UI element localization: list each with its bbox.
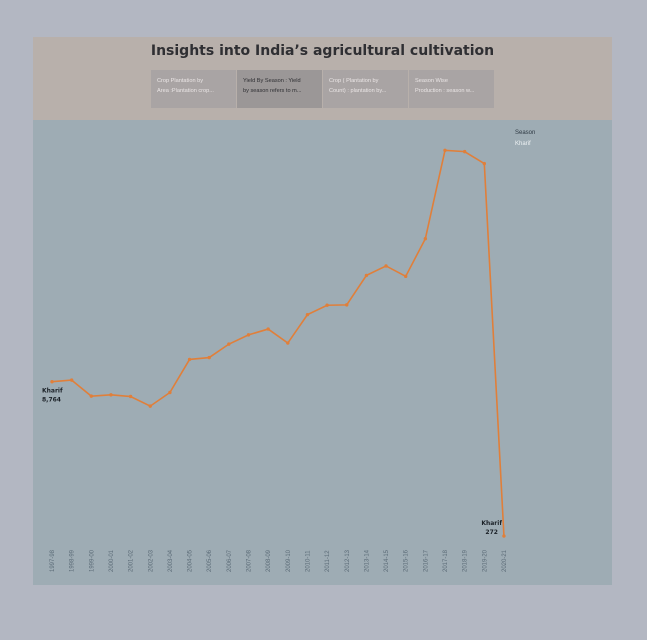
x-tick-label: 1997-98: [50, 549, 56, 572]
x-tick-label: 2001-02: [129, 549, 135, 572]
data-point-2020-21[interactable]: [502, 534, 506, 538]
x-tick-label: 2010-11: [305, 550, 311, 572]
annotation-series-label: Kharif: [42, 388, 63, 395]
legend: Season Kharif: [515, 128, 535, 150]
series-line-kharif[interactable]: [51, 149, 505, 537]
x-tick-label: 2007-08: [247, 549, 253, 572]
data-point-2003-04[interactable]: [168, 390, 172, 395]
data-point-2008-09[interactable]: [266, 327, 270, 331]
x-tick-label: 2012-13: [345, 549, 351, 572]
x-tick-label: 2013-14: [364, 549, 370, 572]
data-point-2015-16[interactable]: [404, 274, 408, 279]
yield-line-chart: 1997-98 1998-99 1999-00 2000-01 2001-02 2002-…: [42, 148, 508, 572]
legend-item-kharif[interactable]: Kharif: [515, 141, 531, 147]
x-tick-label: 2014-15: [384, 549, 390, 572]
data-point-2005-06[interactable]: [207, 355, 211, 360]
data-point-1997-98[interactable]: [50, 379, 54, 384]
data-point-2007-08[interactable]: [246, 333, 251, 337]
data-point-2019-20[interactable]: [482, 161, 486, 166]
tab-yield-by-season[interactable]: Yield By Season : Yield by season refers…: [237, 70, 323, 108]
annotation-series-label: Kharif: [481, 520, 502, 527]
data-point-1999-00[interactable]: [89, 394, 93, 398]
x-tick-label: 2000-01: [109, 549, 115, 572]
data-point-1998-99[interactable]: [69, 378, 74, 382]
data-point-2009-10[interactable]: [286, 341, 290, 345]
data-point-2013-14[interactable]: [364, 273, 369, 278]
x-tick-label: 2005-06: [207, 549, 213, 572]
data-point-2000-01[interactable]: [109, 393, 113, 397]
annotation-value-label: 8,764: [42, 397, 61, 404]
dashboard: Insights into India’s agricultural culti…: [33, 37, 612, 585]
x-tick-label: 2017-18: [443, 549, 449, 572]
tab-label-line1: Crop Plantation by: [157, 78, 204, 84]
tab-label-line2: Area :Plantation crop...: [157, 88, 214, 94]
data-point-2010-11[interactable]: [305, 312, 310, 317]
x-tick-label: 1998-99: [70, 549, 76, 572]
tab-label-line1: Crop ( Plantation by: [329, 78, 379, 84]
data-point-2017-18[interactable]: [443, 148, 447, 153]
tab-label-line2: Count) : plantation by...: [329, 88, 387, 94]
tab-crop-plantation-by-count[interactable]: Crop ( Plantation by Count) : plantation…: [323, 70, 409, 108]
story-tabs: Crop Plantation by Area :Plantation crop…: [151, 70, 495, 108]
chart-area: 1997-98 1998-99 1999-00 2000-01 2001-02 2002-…: [33, 120, 612, 585]
tab-label-line2: Production : season w...: [415, 88, 475, 94]
x-tick-label: 2019-20: [482, 549, 488, 572]
x-tick-label: 2016-17: [423, 549, 429, 572]
tab-label-line1: Season Wise: [415, 78, 448, 84]
tab-label-line1: Yield By Season : Yield: [243, 78, 301, 84]
x-tick-label: 2002-03: [148, 549, 154, 572]
x-tick-label: 2015-16: [404, 549, 410, 572]
annotation-value-label: 272: [485, 529, 498, 536]
dashboard-header: Insights into India’s agricultural culti…: [33, 37, 612, 119]
data-point-2016-17[interactable]: [423, 237, 428, 241]
x-tick-label: 2003-04: [168, 549, 174, 572]
data-point-2001-02[interactable]: [128, 394, 133, 399]
data-point-2014-15[interactable]: [384, 264, 388, 268]
data-point-2012-13[interactable]: [345, 303, 349, 307]
x-tick-label: 2006-07: [227, 549, 233, 572]
tab-season-wise-production[interactable]: Season Wise Production : season w...: [409, 70, 495, 108]
x-tick-label: 2018-19: [463, 549, 469, 572]
x-tick-label: 2004-05: [188, 549, 194, 572]
data-point-2002-03[interactable]: [148, 404, 152, 408]
data-point-2004-05[interactable]: [187, 357, 192, 362]
x-tick-label: 2020-21: [502, 549, 508, 572]
tab-crop-plantation-by-area[interactable]: Crop Plantation by Area :Plantation crop…: [151, 70, 237, 108]
x-tick-label: 2008-09: [266, 549, 272, 572]
x-tick-label: 2009-10: [286, 549, 292, 572]
data-point-2018-19[interactable]: [462, 149, 467, 154]
tab-label-line2: by season refers to m...: [243, 88, 302, 94]
legend-title: Season: [515, 130, 536, 136]
data-point-2006-07[interactable]: [227, 342, 231, 346]
x-tick-label: 1999-00: [89, 549, 95, 572]
data-point-2011-12[interactable]: [325, 303, 329, 307]
x-tick-label: 2011-12: [325, 550, 331, 572]
dashboard-title: Insights into India’s agricultural culti…: [150, 43, 495, 59]
